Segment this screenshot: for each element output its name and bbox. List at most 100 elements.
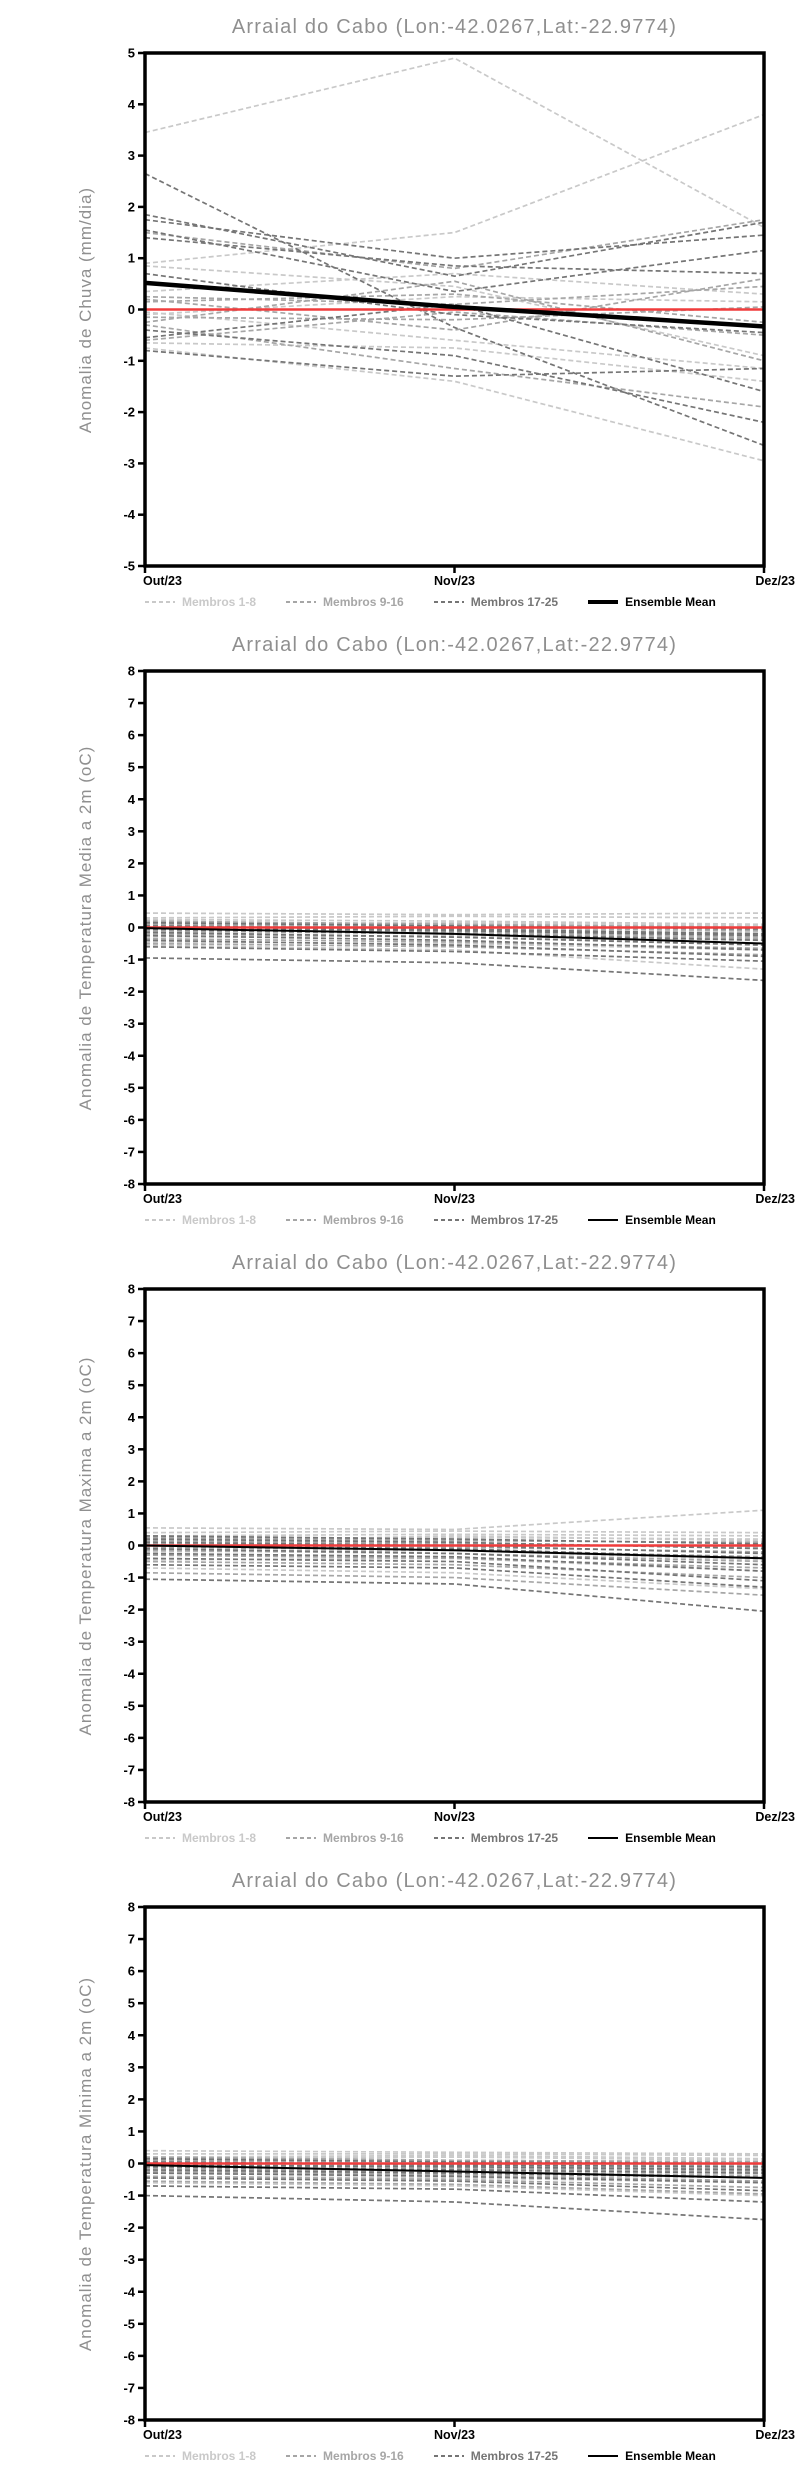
dashed-line-swatch (286, 2455, 317, 2457)
y-tick-label: -8 (123, 1177, 135, 1192)
legend-label: Membros 17-25 (470, 2449, 559, 2463)
ensemble-member-line (144, 2175, 765, 2189)
solid-line-swatch (588, 1219, 619, 1221)
ensemble-member-line (144, 939, 765, 958)
y-tick-label: 7 (128, 1314, 135, 1329)
y-tick-label: -4 (123, 1666, 135, 1681)
y-tick-label: -1 (123, 353, 135, 368)
ensemble-member-line (144, 213, 765, 278)
ensemble-member-line (144, 295, 765, 316)
y-tick-label: -8 (123, 2413, 135, 2428)
y-tick-label: 6 (128, 728, 135, 743)
legend-temp-media: Membros 1-8 Membros 9-16 Membros 17-25 Ense… (145, 1210, 795, 1230)
legend-item: Ensemble Mean (588, 2449, 716, 2463)
ensemble-member-line (144, 272, 765, 295)
ensemble-member-line (144, 2194, 765, 2221)
member-lines-3 (144, 921, 765, 982)
ensemble-member-line (144, 2181, 765, 2197)
y-tick-label: 0 (128, 1538, 135, 1553)
ensemble-member-line (144, 1557, 765, 1582)
y-tick-label: 3 (128, 148, 135, 163)
ensemble-member-line (144, 1535, 765, 1545)
ensemble-member-line (144, 349, 765, 378)
y-tick-label: -4 (123, 2284, 135, 2299)
ensemble-member-line (144, 931, 765, 946)
ensemble-member-line (144, 944, 765, 971)
dashed-line-swatch (433, 2455, 464, 2457)
ensemble-mean-line (144, 280, 765, 329)
legend-temp-minima: Membros 1-8 Membros 9-16 Membros 17-25 Ense… (145, 2446, 795, 2466)
ensemble-member-line (144, 324, 765, 408)
ensemble-member-line (144, 1554, 765, 1569)
y-tick-label: 8 (128, 1900, 135, 1915)
ensemble-member-line (144, 928, 765, 942)
chart-title: Arraial do Cabo (Lon:-42.0267,Lat:-22.97… (231, 1870, 678, 1892)
y-tick-label: 0 (128, 920, 135, 935)
ensemble-member-line (144, 1530, 765, 1534)
ensemble-member-line (144, 306, 765, 321)
legend-label: Membros 17-25 (470, 1831, 559, 1845)
ensemble-member-line (144, 1571, 765, 1597)
ensemble-member-line (144, 272, 765, 334)
legend-label: Membros 17-25 (470, 595, 559, 609)
legend-item: Membros 9-16 (286, 595, 404, 609)
chart-title: Arraial do Cabo (Lon:-42.0267,Lat:-22.97… (231, 1252, 678, 1274)
y-tick-label: 6 (128, 1346, 135, 1361)
y-tick-label: -3 (123, 1634, 135, 1649)
y-tick-label: 4 (128, 2028, 136, 2043)
y-tick-label: -5 (123, 1698, 135, 1713)
solid-line-swatch (588, 2455, 619, 2457)
x-tick-label: Dez/23 (755, 2428, 795, 2442)
plot-area-temp-maxima: 8 7 6 5 4 3 2 1 0 -1 -2 -3 -4 -5 -6 -7 -8 Out/23 Nov/23 Dez… (123, 1282, 795, 1825)
x-tick-label: Out/23 (143, 1192, 182, 1206)
y-tick-label: 4 (128, 1410, 136, 1425)
chart-title: Arraial do Cabo (Lon:-42.0267,Lat:-22.97… (231, 634, 678, 656)
y-tick-label: 2 (128, 1474, 135, 1489)
y-tick-label: -7 (123, 2380, 135, 2395)
y-tick-label: -2 (123, 405, 135, 420)
dashed-line-swatch (145, 1219, 175, 1221)
solid-line-swatch (588, 1837, 619, 1839)
x-tick-label: Nov/23 (434, 1192, 475, 1206)
ensemble-member-line (144, 329, 765, 424)
legend-item: Ensemble Mean (588, 595, 716, 609)
legend-item: Membros 17-25 (433, 1213, 558, 1227)
y-tick-label: 1 (128, 1506, 135, 1521)
legend-item: Membros 9-16 (286, 1213, 404, 1227)
legend-label: Membros 1-8 (182, 595, 257, 609)
chart-anomalia-chuva: Arraial do Cabo (Lon:-42.0267,Lat:-22.97… (0, 0, 800, 618)
legend-item: Ensemble Mean (588, 1831, 716, 1845)
y-tick-label: 4 (128, 97, 136, 112)
x-tick-label: Out/23 (143, 574, 182, 588)
y-tick-label: -1 (123, 1570, 135, 1585)
solid-line-swatch (588, 600, 619, 604)
dashed-line-swatch (145, 601, 175, 603)
ensemble-member-line (144, 918, 765, 926)
ensemble-member-line (144, 1535, 765, 1544)
legend-label: Membros 9-16 (323, 1831, 404, 1845)
ensemble-member-line (144, 218, 765, 260)
ensemble-member-line (144, 1560, 765, 1579)
y-tick-label: -3 (123, 2252, 135, 2267)
plot-area-chuva: 5 4 3 2 1 0 -1 -2 -3 -4 -5 Out/23 Nov/23 Dez/23 (123, 46, 795, 589)
ensemble-member-line (144, 933, 765, 945)
y-tick-label: -2 (123, 984, 135, 999)
ensemble-member-line (144, 277, 765, 331)
ensemble-member-line (144, 941, 765, 951)
ensemble-member-line (144, 236, 765, 275)
ensemble-member-line (144, 925, 765, 934)
ensemble-member-line (144, 2185, 765, 2203)
ensemble-member-line (144, 347, 765, 462)
member-lines-2 (144, 218, 765, 408)
ensemble-member-line (144, 1541, 765, 1555)
ensemble-member-line (144, 2170, 765, 2182)
legend-item: Membros 9-16 (286, 1831, 404, 1845)
legend-item: Membros 1-8 (145, 2449, 256, 2463)
chart-temperatura-media: Arraial do Cabo (Lon:-42.0267,Lat:-22.97… (0, 618, 800, 1236)
y-tick-label: -2 (123, 2220, 135, 2235)
y-tick-label: 4 (128, 792, 136, 807)
y-tick-label: 0 (128, 302, 135, 317)
y-tick-label: 3 (128, 2060, 135, 2075)
y-tick-label: 1 (128, 888, 135, 903)
legend-label: Membros 9-16 (323, 595, 404, 609)
